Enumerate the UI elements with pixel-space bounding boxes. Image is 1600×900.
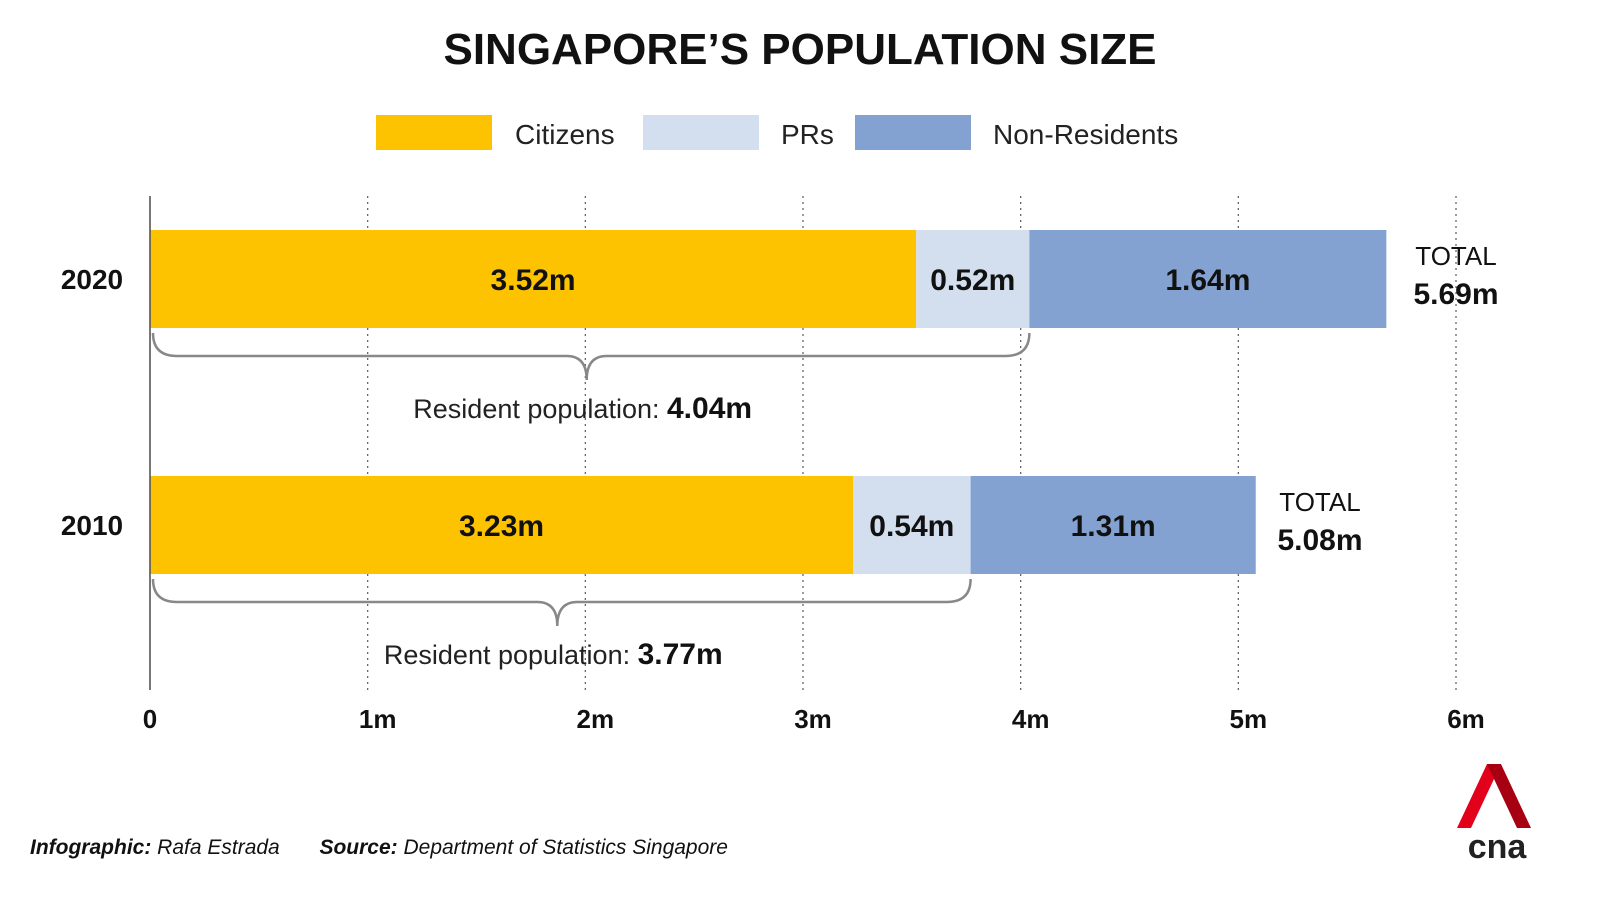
- x-tick-label: 4m: [1012, 704, 1050, 734]
- logo-left-stroke: [1457, 764, 1501, 828]
- cna-logo: cna: [1457, 764, 1531, 862]
- bar-citizens: [150, 230, 917, 328]
- source-label: Source:: [319, 836, 398, 859]
- resident-brace: [151, 332, 1031, 381]
- resident-population-text: Resident population:: [384, 640, 638, 670]
- resident-population-text: Resident population:: [413, 394, 667, 424]
- annotations: TOTAL 5.69m Resident population: 4.04m TOTA…: [151, 241, 1499, 671]
- total-caption: TOTAL: [1415, 241, 1496, 271]
- bar-data-label: 1.64m: [1165, 264, 1250, 297]
- resident-population-value: 3.77m: [638, 638, 723, 671]
- bar-data-label: 0.52m: [930, 264, 1015, 297]
- logo-right-stroke: [1487, 764, 1531, 828]
- infographic-credit: Rafa Estrada: [157, 836, 280, 859]
- x-axis: 0 1m 2m 3m 4m 5m 6m: [143, 196, 1485, 734]
- legend-swatch-citizens: [376, 115, 492, 150]
- legend-swatch-non-residents: [855, 115, 971, 150]
- x-tick-label: 2m: [577, 704, 615, 734]
- x-tick-label: 5m: [1230, 704, 1268, 734]
- resident-brace: [151, 578, 972, 627]
- category-label: 2020: [61, 264, 123, 295]
- bar-data-label: 3.23m: [459, 510, 544, 543]
- resident-population-value: 4.04m: [667, 392, 752, 425]
- source-credit: Department of Statistics Singapore: [403, 836, 728, 859]
- legend-label-non-residents: Non-Residents: [993, 119, 1178, 150]
- x-tick-label: 3m: [794, 704, 832, 734]
- bar-prs: [916, 230, 1030, 328]
- chart-title: SINGAPORE’S POPULATION SIZE: [443, 25, 1156, 74]
- total-value: 5.69m: [1413, 278, 1498, 311]
- bar-data-label: 0.54m: [869, 510, 954, 543]
- logo-text: cna: [1468, 828, 1528, 862]
- bar-non-residents: [1029, 230, 1387, 328]
- bar-non-residents: [970, 476, 1256, 574]
- bar-data-label: 1.31m: [1071, 510, 1156, 543]
- legend-label-citizens: Citizens: [515, 119, 615, 150]
- gridlines: [367, 196, 1457, 690]
- resident-population-label: Resident population: 4.04m: [413, 392, 752, 425]
- x-tick-label: 0: [143, 704, 157, 734]
- bar-data-label: 3.52m: [491, 264, 576, 297]
- legend: Citizens PRs Non-Residents: [376, 115, 1178, 150]
- x-tick-label: 6m: [1447, 704, 1485, 734]
- resident-population-label: Resident population: 3.77m: [384, 638, 723, 671]
- bars: 2020 3.52m 0.52m 1.64m 2010 3.23m 0.54m 1.31m: [61, 230, 1387, 574]
- infographic-label: Infographic:: [30, 836, 152, 859]
- category-label: 2010: [61, 510, 123, 541]
- legend-label-prs: PRs: [781, 119, 834, 150]
- x-tick-label: 1m: [359, 704, 397, 734]
- total-caption: TOTAL: [1279, 487, 1360, 517]
- legend-swatch-prs: [643, 115, 759, 150]
- total-value: 5.08m: [1277, 524, 1362, 557]
- bar-prs: [853, 476, 971, 574]
- footer: Infographic: Rafa Estrada Source: Depart…: [30, 836, 728, 860]
- bar-citizens: [150, 476, 854, 574]
